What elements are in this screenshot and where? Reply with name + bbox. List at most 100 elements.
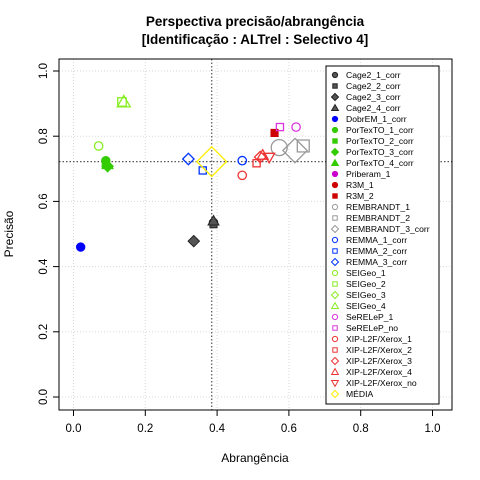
legend-symbol	[331, 203, 339, 211]
legend-label: REMMA_3_corr	[346, 257, 407, 267]
legend-symbol	[330, 356, 340, 366]
legend-label: Priberam_1	[346, 169, 391, 179]
y-tick-label: 0.8	[38, 128, 50, 144]
legend-symbol	[330, 224, 340, 234]
legend: Cage2_1_corrCage2_2_corrCage2_3_corrCage…	[325, 65, 440, 405]
legend-label: XIP-L2F/Xerox_2	[346, 345, 412, 355]
legend-label: DobrEM_1_corr	[346, 114, 407, 124]
legend-symbol	[330, 389, 340, 399]
legend-label: R3M_2	[346, 191, 374, 201]
legend-label: SEIGeo_1	[346, 268, 386, 278]
legend-symbol	[330, 158, 340, 167]
legend-symbol	[331, 236, 339, 244]
legend-label: SEIGeo_3	[346, 290, 386, 300]
data-point	[237, 155, 248, 166]
plot-frame	[58, 58, 453, 411]
legend-symbol	[330, 103, 340, 112]
y-tick-label: 0.4	[38, 258, 50, 275]
legend-symbol	[331, 313, 339, 321]
x-tick-label: 0.6	[281, 423, 297, 435]
legend-symbol	[331, 71, 339, 79]
axes: 0.0 0.2 0.4 0.6 0.8 1.0 0.0 0.2 0.4 0.6 0.8 1.0	[38, 63, 441, 435]
legend-symbol	[332, 347, 338, 353]
data-point	[270, 138, 288, 157]
legend-symbol	[330, 290, 340, 300]
legend-label: Cage2_2_corr	[346, 81, 401, 91]
data-point	[93, 141, 104, 151]
legend-box	[325, 65, 440, 405]
legend-label: REMBRANDT_3_corr	[346, 224, 430, 234]
data-point	[281, 137, 309, 164]
x-tick-label: 0.8	[353, 423, 369, 435]
y-tick-label: 1.0	[38, 63, 50, 79]
y-tick-label: 0.0	[38, 389, 50, 405]
data-point	[256, 148, 270, 160]
legend-label: R3M_1	[346, 180, 374, 190]
legend-symbol	[332, 138, 338, 144]
legend-symbol	[332, 193, 338, 199]
data-point	[262, 152, 276, 165]
legend-label: XIP-L2F/Xerox_no	[346, 378, 417, 388]
x-axis-title: Abrangência	[221, 451, 289, 465]
legend-symbol	[330, 92, 340, 102]
legend-label: REMMA_1_corr	[346, 235, 407, 245]
legend-label: Cage2_4_corr	[346, 103, 401, 113]
legend-symbol	[331, 126, 339, 134]
legend-label: REMBRANDT_1	[346, 202, 410, 212]
data-point	[237, 170, 248, 181]
data-point	[187, 234, 201, 248]
legend-label: PorTexTO_3_corr	[346, 147, 414, 157]
legend-symbol	[331, 115, 339, 123]
data-point	[253, 150, 267, 164]
data-point	[296, 139, 310, 153]
legend-symbol	[331, 170, 339, 178]
legend-label: SEIGeo_2	[346, 279, 386, 289]
legend-symbol	[332, 215, 338, 221]
legend-label: PorTexTO_4_corr	[346, 158, 414, 168]
legend-symbol	[332, 325, 338, 331]
data-point	[207, 214, 220, 226]
legend-symbol	[330, 367, 340, 376]
chart-subtitle: [Identificação : ALTrel : Selectivo 4]	[142, 32, 369, 47]
legend-symbol	[332, 83, 338, 89]
chart-title: Perspectiva precisão/abrangência	[146, 14, 365, 29]
data-point	[275, 122, 285, 132]
legend-symbol	[331, 269, 339, 277]
legend-label: Cage2_1_corr	[346, 70, 401, 80]
legend-symbol	[330, 257, 340, 267]
legend-label: SeRELeP_1	[346, 312, 394, 322]
x-tick-label: 1.0	[425, 423, 441, 435]
legend-label: SEIGeo_4	[346, 301, 386, 311]
x-tick-label: 0.2	[137, 423, 153, 435]
y-axis-title: Precisão	[2, 210, 16, 257]
x-tick-label: 0.0	[66, 423, 82, 435]
legend-symbol	[330, 379, 340, 388]
legend-label: XIP-L2F/Xerox_1	[346, 334, 412, 344]
y-tick-label: 0.6	[38, 193, 50, 209]
data-point	[101, 158, 114, 170]
legend-label: Cage2_3_corr	[346, 92, 401, 102]
data-point	[116, 94, 132, 108]
legend-symbol	[331, 181, 339, 189]
legend-symbol	[332, 281, 338, 287]
legend-label: XIP-L2F/Xerox_4	[346, 367, 412, 377]
legend-symbol	[330, 147, 340, 157]
x-tick-label: 0.4	[209, 423, 226, 435]
data-point	[270, 128, 279, 138]
data-point	[195, 145, 228, 178]
legend-label: REMBRANDT_2	[346, 213, 410, 223]
data-point	[181, 152, 195, 166]
legend-label: XIP-L2F/Xerox_3	[346, 356, 412, 366]
legend-label: SeRELeP_no	[346, 323, 398, 333]
reference-lines	[59, 59, 452, 410]
legend-symbol	[332, 248, 338, 254]
legend-label: PorTexTO_2_corr	[346, 136, 414, 146]
legend-label: PorTexTO_1_corr	[346, 125, 414, 135]
legend-symbol	[331, 335, 339, 343]
legend-label: MÉDIA	[346, 389, 373, 399]
data-point	[75, 242, 86, 252]
y-tick-label: 0.2	[38, 324, 50, 340]
data-point	[291, 122, 301, 132]
legend-label: REMMA_2_corr	[346, 246, 407, 256]
